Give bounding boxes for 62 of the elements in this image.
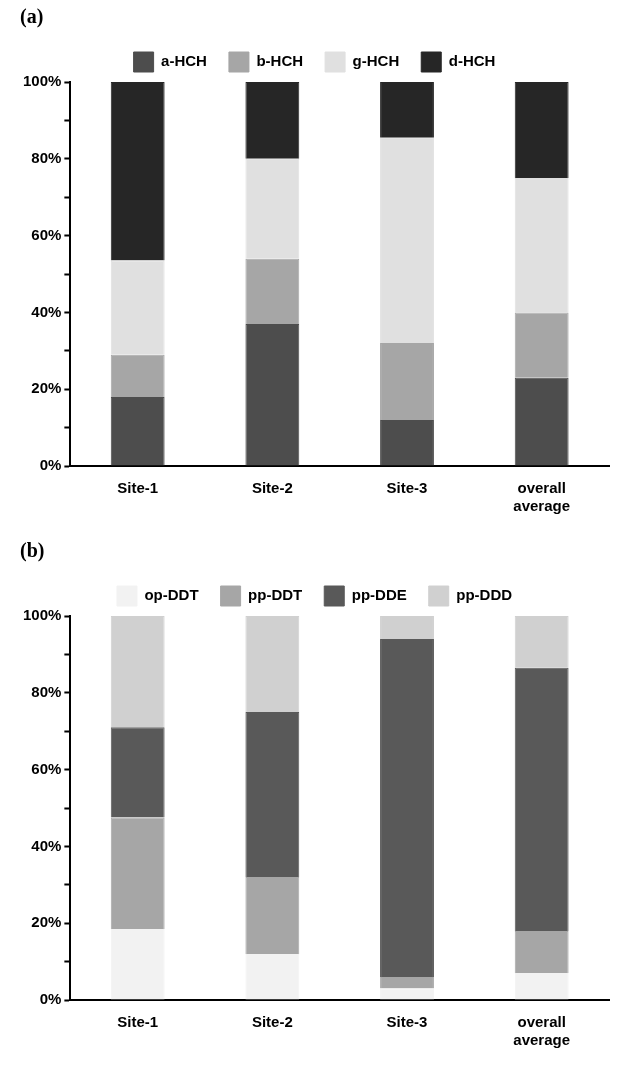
bar: [514, 616, 569, 668]
bar: [110, 616, 165, 728]
y-tick-label: 100%: [22, 72, 62, 90]
bar: [110, 260, 165, 355]
x-tick-label: overall average: [513, 1013, 571, 1049]
x-tick-label: Site-2: [251, 479, 293, 497]
x-tick-label: Site-1: [117, 1013, 159, 1031]
legend-label: b-HCH: [256, 52, 304, 70]
bar: [245, 712, 300, 878]
bar: [514, 377, 569, 466]
bar: [514, 312, 569, 378]
y-tick-label: 0%: [39, 456, 62, 474]
bar: [110, 928, 165, 1000]
y-tick-label: 80%: [31, 148, 62, 166]
bar: [380, 639, 434, 977]
x-tick-label: Site-3: [386, 1013, 428, 1031]
chart-title: (b): [20, 539, 45, 563]
y-tick-label: 60%: [31, 225, 62, 243]
legend-label: pp-DDD: [456, 586, 513, 604]
bar: [110, 82, 165, 261]
y-tick-label: 40%: [31, 836, 62, 854]
bar: [110, 817, 165, 929]
y-tick-label: 80%: [31, 682, 62, 700]
bar: [514, 973, 569, 1000]
bar: [245, 82, 300, 159]
legend-label: d-HCH: [448, 52, 496, 70]
bar: [245, 877, 300, 954]
legend-label: pp-DDE: [351, 586, 407, 604]
bar: [380, 988, 434, 1000]
bar: [245, 616, 300, 712]
chart-title: (a): [20, 5, 44, 29]
bar: [245, 158, 300, 259]
bar: [514, 930, 569, 974]
y-tick-label: 20%: [31, 913, 62, 931]
bar: [514, 82, 569, 178]
bar: [514, 178, 569, 313]
bar: [380, 976, 434, 989]
bar: [380, 419, 434, 466]
bar: [380, 343, 434, 420]
bar: [110, 354, 165, 397]
bar: [380, 82, 434, 138]
x-tick-label: Site-1: [117, 479, 159, 497]
bar: [514, 667, 569, 931]
bar: [380, 616, 434, 640]
x-tick-label: Site-2: [251, 1013, 293, 1031]
bar: [245, 953, 300, 1000]
y-tick-label: 100%: [22, 606, 62, 624]
y-tick-label: 20%: [31, 379, 62, 397]
x-tick-label: Site-3: [386, 479, 428, 497]
bar: [110, 727, 165, 818]
x-tick-label: overall average: [513, 479, 571, 515]
legend-label: op-DDT: [144, 586, 199, 604]
bar: [110, 396, 165, 466]
legend-label: g-HCH: [352, 52, 400, 70]
y-tick-label: 40%: [31, 302, 62, 320]
bar: [245, 258, 300, 324]
bar: [380, 137, 434, 344]
y-tick-label: 60%: [31, 759, 62, 777]
y-tick-label: 0%: [39, 990, 62, 1008]
legend-label: pp-DDT: [248, 586, 303, 604]
bar: [245, 323, 300, 466]
legend-label: a-HCH: [161, 52, 207, 70]
